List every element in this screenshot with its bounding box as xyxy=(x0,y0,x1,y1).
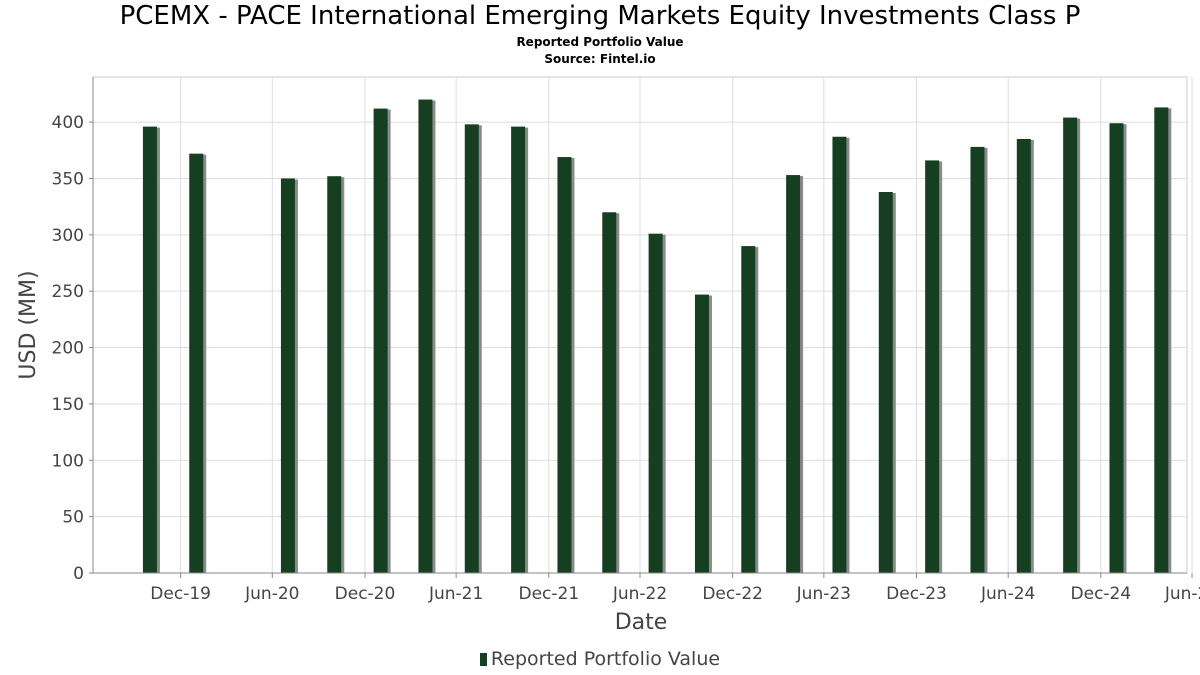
chart-subtitle: Reported Portfolio Value xyxy=(516,35,684,49)
bar xyxy=(280,178,295,574)
bar xyxy=(464,124,479,573)
bar xyxy=(832,136,847,573)
x-tick-label: Dec-22 xyxy=(702,584,763,604)
legend: Reported Portfolio Value xyxy=(0,648,1200,670)
bar xyxy=(511,126,526,573)
x-tick-label: Dec-19 xyxy=(150,584,211,604)
bar xyxy=(741,246,756,573)
bar xyxy=(1063,117,1078,573)
bars xyxy=(142,99,1172,574)
legend-swatch xyxy=(479,653,487,666)
x-tick-label: Jun-22 xyxy=(612,584,667,604)
bar xyxy=(786,175,801,573)
y-tick-label: 350 xyxy=(52,169,84,189)
x-tick-label: Jun-25 xyxy=(1164,584,1200,604)
x-tick-label: Dec-24 xyxy=(1071,584,1132,604)
bar xyxy=(189,153,204,573)
y-tick-label: 100 xyxy=(52,451,84,471)
bar xyxy=(694,294,709,573)
y-tick-label: 0 xyxy=(73,564,84,584)
x-tick-label: Dec-21 xyxy=(518,584,579,604)
y-tick-label: 200 xyxy=(52,339,84,359)
x-tick-label: Jun-21 xyxy=(428,584,483,604)
bar xyxy=(142,126,157,573)
y-axis-label: USD (MM) xyxy=(16,270,41,379)
y-tick-label: 300 xyxy=(52,226,84,246)
x-tick-label: Dec-20 xyxy=(335,584,396,604)
bar xyxy=(418,99,433,573)
bar xyxy=(1109,123,1124,573)
y-tick-label: 150 xyxy=(52,395,84,415)
x-tick-label: Jun-23 xyxy=(796,584,851,604)
x-tick-label: Dec-23 xyxy=(886,584,947,604)
y-tick-label: 250 xyxy=(52,282,84,302)
x-axis-label: Date xyxy=(615,610,668,635)
bar xyxy=(373,108,388,574)
bar xyxy=(1154,107,1169,573)
y-tick-label: 50 xyxy=(62,508,84,528)
chart-title: PCEMX - PACE International Emerging Mark… xyxy=(119,1,1081,31)
bar xyxy=(602,212,617,574)
x-tick-label: Jun-20 xyxy=(244,584,299,604)
bar xyxy=(1016,139,1031,573)
bar xyxy=(557,157,572,573)
legend-label: Reported Portfolio Value xyxy=(490,648,721,670)
bar xyxy=(327,176,342,573)
bar xyxy=(970,146,985,573)
grid xyxy=(92,76,1193,574)
bar xyxy=(925,160,940,573)
y-tick-label: 400 xyxy=(52,113,84,133)
bar xyxy=(648,233,663,573)
chart-source: Source: Fintel.io xyxy=(544,52,656,66)
x-tick-label: Jun-24 xyxy=(980,584,1035,604)
axes: 0 50 100 150 200 250 300 350 400 Dec-19 Jun-20 Dec-… xyxy=(52,77,1200,604)
bar xyxy=(878,191,893,573)
